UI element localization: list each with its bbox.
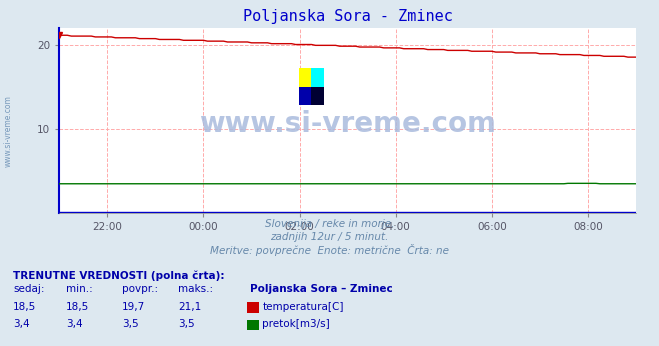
- Text: pretok[m3/s]: pretok[m3/s]: [262, 319, 330, 329]
- Text: povpr.:: povpr.:: [122, 284, 158, 294]
- Text: 18,5: 18,5: [13, 302, 36, 312]
- Bar: [299, 87, 311, 106]
- Text: min.:: min.:: [66, 284, 93, 294]
- Text: maks.:: maks.:: [178, 284, 213, 294]
- Text: 19,7: 19,7: [122, 302, 145, 312]
- Text: 3,4: 3,4: [66, 319, 82, 329]
- Bar: [299, 69, 311, 87]
- Text: 3,5: 3,5: [122, 319, 138, 329]
- Text: Slovenija / reke in morje.: Slovenija / reke in morje.: [265, 219, 394, 229]
- Bar: [311, 69, 324, 87]
- Text: 18,5: 18,5: [66, 302, 89, 312]
- Text: Poljanska Sora – Zminec: Poljanska Sora – Zminec: [250, 284, 393, 294]
- Text: www.si-vreme.com: www.si-vreme.com: [3, 95, 13, 167]
- Text: Meritve: povprečne  Enote: metrične  Črta: ne: Meritve: povprečne Enote: metrične Črta:…: [210, 244, 449, 256]
- Text: temperatura[C]: temperatura[C]: [262, 302, 344, 312]
- Text: 3,5: 3,5: [178, 319, 194, 329]
- Text: 21,1: 21,1: [178, 302, 201, 312]
- Text: TRENUTNE VREDNOSTI (polna črta):: TRENUTNE VREDNOSTI (polna črta):: [13, 270, 225, 281]
- Text: zadnjih 12ur / 5 minut.: zadnjih 12ur / 5 minut.: [270, 233, 389, 243]
- Bar: [311, 87, 324, 106]
- Text: www.si-vreme.com: www.si-vreme.com: [199, 110, 496, 138]
- Text: sedaj:: sedaj:: [13, 284, 45, 294]
- Title: Poljanska Sora - Zminec: Poljanska Sora - Zminec: [243, 9, 453, 24]
- Text: 3,4: 3,4: [13, 319, 30, 329]
